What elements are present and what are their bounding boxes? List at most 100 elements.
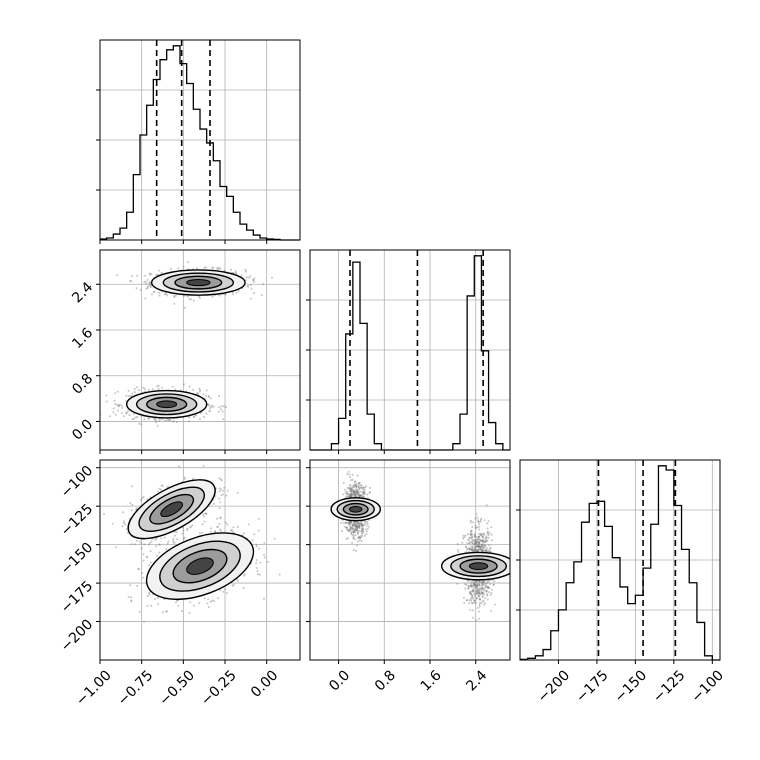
scatter-point [202,464,205,467]
density-contour [156,400,178,409]
scatter-point [353,529,356,532]
scatter-point [481,580,484,583]
scatter-point [352,489,355,492]
scatter-point [477,581,480,584]
scatter-point [350,492,353,495]
scatter-point [349,484,352,486]
scatter-point [477,541,480,544]
scatter-point [196,267,198,270]
scatter-point [470,590,473,593]
scatter-point [359,495,362,498]
scatter-point [346,473,349,476]
scatter-point [340,521,343,524]
scatter-point [142,495,145,498]
scatter-point [480,587,483,590]
scatter-point [243,532,246,535]
scatter-point [346,493,349,495]
scatter-point [225,494,228,497]
scatter-point [147,417,150,420]
scatter-point [217,410,220,413]
scatter-point [218,477,221,480]
scatter-point [357,540,359,543]
scatter-point [208,409,211,412]
scatter-point [157,388,160,391]
scatter-point [483,589,485,592]
scatter-point [138,422,141,425]
scatter-point [350,494,353,497]
scatter-point [219,589,222,592]
scatter-point [479,546,482,549]
scatter-point [352,535,355,538]
scatter-point [202,513,205,516]
scatter-point [475,513,478,516]
scatter-point [471,602,474,605]
scatter-point [352,523,355,526]
scatter-point [117,404,120,407]
scatter-points [100,261,273,427]
scatter-point [121,406,124,409]
scatter-point [363,493,366,496]
scatter-point [353,490,356,493]
scatter-point [204,266,207,269]
scatter-point [362,486,365,489]
scatter-point [362,524,364,527]
scatter-point [125,394,128,397]
scatter-point [357,531,360,534]
scatter-point [478,583,480,586]
scatter-point [206,602,209,605]
scatter-point [231,584,234,587]
scatter-point [163,293,166,296]
scatter-point [112,407,115,410]
scatter-point [485,535,488,538]
scatter-point [354,526,357,529]
scatter-point [358,491,360,494]
histogram-step-p2 [520,465,720,661]
scatter-point [472,581,475,584]
scatter-point [349,479,352,482]
scatter-point [349,484,352,487]
scatter-point [490,526,493,529]
scatter-point [352,530,355,533]
scatter-point [348,521,351,523]
scatter-point [260,294,263,297]
scatter-point [160,418,163,421]
scatter-point [356,523,359,525]
scatter-point [218,395,221,397]
scatter-point [350,490,353,493]
scatter-point [138,389,140,391]
scatter-point [130,395,133,398]
scatter-point [483,580,486,583]
scatter-point [485,539,488,542]
scatter-point [218,523,221,526]
scatter-point [186,528,189,531]
scatter-point [203,266,206,269]
scatter-point [357,492,359,495]
scatter-point [474,550,477,553]
scatter-point [140,423,143,426]
scatter-point [351,523,354,526]
scatter-point [177,267,180,270]
scatter-point [361,525,364,528]
scatter-point [478,543,481,546]
scatter-point [487,550,490,553]
scatter-point [354,523,357,526]
scatter-point [348,495,351,498]
scatter-point [352,522,355,525]
scatter-point [182,383,185,386]
scatter-point [244,268,247,271]
scatter-point [188,385,191,388]
scatter-point [354,483,357,486]
scatter-point [488,550,491,553]
scatter-point [173,294,176,297]
scatter-point [133,391,136,394]
scatter-point [219,478,222,481]
scatter-point [205,395,208,397]
scatter-point [137,568,140,570]
histogram-step-p0 [100,45,300,241]
scatter-point [350,532,353,535]
scatter-point [345,538,348,540]
scatter-point [188,515,191,518]
density-contour [186,557,214,575]
scatter-point [122,415,125,418]
scatter-point [142,386,145,389]
